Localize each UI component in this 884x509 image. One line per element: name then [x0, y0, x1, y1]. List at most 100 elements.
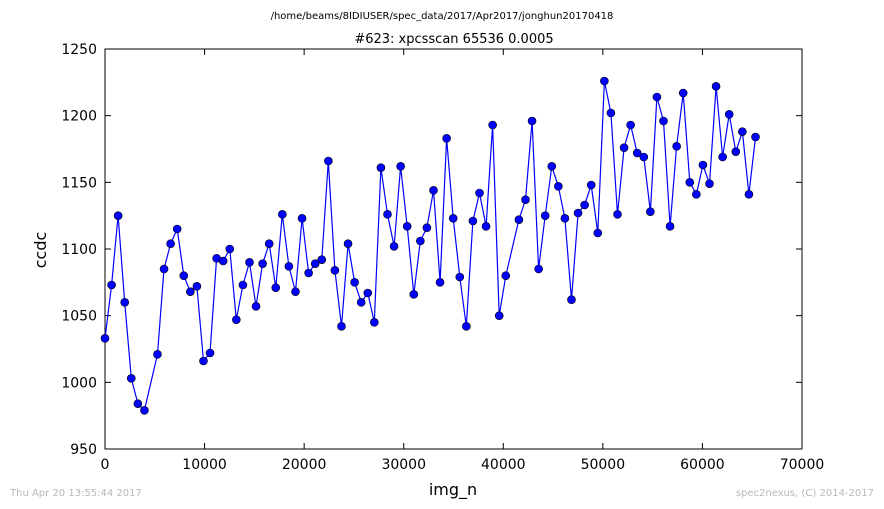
- data-point: [383, 210, 392, 219]
- data-point: [396, 162, 405, 171]
- data-point: [613, 210, 622, 219]
- data-point: [363, 288, 373, 298]
- data-point: [324, 156, 333, 166]
- data-point: [547, 162, 557, 171]
- data-point: [678, 88, 688, 98]
- data-point: [416, 236, 425, 246]
- axis-tick-labels: 0 10000 20000 30000 40000 50000 60000 70000 950 1…: [61, 42, 824, 473]
- y-tick-label: 1150: [61, 175, 97, 191]
- data-point: [166, 239, 175, 248]
- data-point: [389, 242, 399, 251]
- data-point: [527, 116, 537, 126]
- data-point: [514, 215, 524, 224]
- data-point: [218, 256, 228, 266]
- data-point: [685, 178, 695, 187]
- data-point: [468, 216, 478, 226]
- x-tick-label: 40000: [481, 457, 526, 473]
- data-point: [488, 120, 497, 130]
- footer-credit: spec2nexus, (C) 2014-2017: [735, 488, 874, 499]
- x-tick-label: 60000: [680, 457, 725, 473]
- y-tick-label: 1050: [61, 309, 97, 325]
- x-tick-label: 10000: [182, 457, 227, 473]
- data-point: [107, 280, 116, 290]
- data-point: [626, 120, 635, 130]
- data-point: [724, 110, 734, 119]
- data-point: [258, 259, 267, 268]
- data-point: [435, 278, 445, 287]
- data-point: [238, 280, 248, 290]
- chart-title: #623: xpcsscan 65536 0.0005: [354, 32, 553, 47]
- data-point: [481, 222, 491, 231]
- data-point: [113, 211, 123, 220]
- data-point: [330, 266, 340, 275]
- y-tick-label: 1200: [61, 109, 97, 125]
- data-point: [600, 76, 609, 86]
- data-point: [692, 190, 701, 199]
- x-tick-label: 30000: [381, 457, 426, 473]
- data-point: [521, 195, 530, 204]
- data-point: [718, 152, 727, 162]
- data-point: [429, 186, 438, 195]
- x-tick-label: 0: [101, 457, 110, 473]
- data-point: [172, 224, 182, 234]
- data-point: [350, 278, 359, 287]
- data-point: [652, 92, 662, 102]
- data-point: [573, 208, 583, 218]
- data-point: [731, 147, 741, 156]
- data-point: [140, 406, 149, 415]
- y-tick-label: 1100: [61, 242, 97, 258]
- x-tick-label: 50000: [581, 457, 626, 473]
- data-point: [751, 132, 760, 142]
- data-point: [225, 244, 235, 254]
- data-point: [442, 134, 451, 143]
- data-point: [251, 302, 261, 311]
- data-point: [402, 222, 412, 231]
- data-point: [593, 228, 603, 238]
- data-point: [705, 179, 714, 188]
- data-point: [494, 311, 504, 320]
- data-point: [540, 211, 550, 220]
- y-tick-label: 1250: [61, 42, 97, 58]
- data-point: [639, 152, 649, 162]
- data-point: [409, 290, 419, 299]
- data-points: [100, 76, 760, 415]
- data-point: [632, 148, 642, 158]
- data-point: [665, 222, 675, 231]
- data-point: [133, 399, 143, 408]
- data-point: [475, 188, 484, 198]
- y-tick-label: 1000: [61, 375, 97, 391]
- data-point: [646, 207, 655, 216]
- data-point: [619, 143, 629, 152]
- x-axis-label: img_n: [429, 480, 477, 500]
- data-point: [672, 142, 681, 151]
- data-point: [455, 272, 465, 282]
- data-point: [264, 239, 274, 248]
- data-point: [738, 127, 747, 136]
- data-point: [586, 180, 596, 190]
- data-point: [317, 255, 327, 264]
- y-tick-label: 950: [70, 442, 97, 458]
- data-point: [278, 210, 287, 219]
- data-point: [100, 334, 110, 343]
- data-point: [271, 283, 281, 292]
- data-point: [159, 264, 169, 274]
- data-point: [422, 223, 432, 232]
- data-point: [199, 356, 208, 366]
- data-point: [337, 322, 346, 331]
- data-point: [711, 82, 721, 91]
- data-point: [126, 374, 136, 383]
- data-point: [448, 214, 458, 223]
- x-tick-label: 70000: [780, 457, 825, 473]
- data-point: [370, 318, 379, 327]
- data-point: [343, 239, 353, 248]
- data-point: [534, 264, 543, 274]
- data-point: [291, 287, 300, 296]
- data-point: [153, 350, 162, 359]
- data-point: [606, 108, 616, 118]
- data-point: [120, 298, 130, 307]
- data-point: [567, 295, 576, 304]
- data-point: [376, 163, 386, 172]
- data-point: [554, 182, 563, 191]
- data-point: [698, 160, 708, 170]
